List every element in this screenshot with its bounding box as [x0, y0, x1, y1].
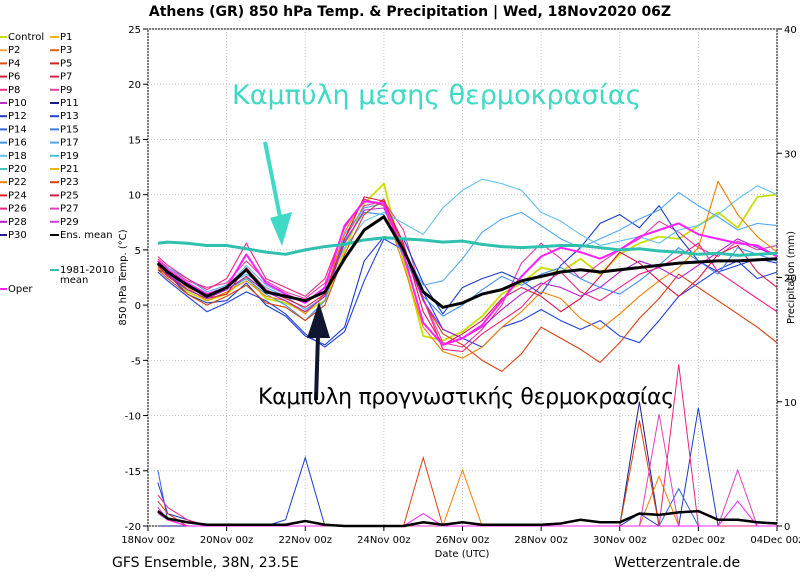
y2-tick-label: 30 [784, 149, 797, 160]
legend-label: P6 [8, 72, 20, 83]
temp-line-ens-mean [156, 215, 778, 309]
legend-label: P3 [60, 45, 72, 56]
temperature-lines [156, 178, 778, 372]
y2-tick-label: 40 [784, 25, 797, 36]
y2-axis: 40 30 20 10 0 [777, 25, 797, 533]
legend-label: P29 [60, 217, 79, 228]
footer-source: GFS Ensemble, 38N, 23.5E [112, 555, 299, 571]
x-tick-label: 30Nov 00z [593, 535, 646, 546]
legend-label: P12 [8, 111, 27, 122]
mean-arrow-head [270, 212, 292, 246]
forecast-curve-annotation: Καμπυλη προγνωστικής θερμοκρασίας [258, 385, 674, 410]
plot-area: 25 20 15 10 5 0 -5 -10 -15 -20 40 30 20 10 0 18Nov 00… [121, 25, 800, 546]
legend-label: 1981-2010 mean [60, 265, 115, 286]
mean-arrow-shaft [263, 141, 283, 223]
grid [147, 28, 778, 527]
temp-line-p9 [157, 200, 778, 348]
forecast-arrow-head [307, 302, 330, 338]
y-axis: 25 20 15 10 5 0 -5 -10 -15 -20 [125, 25, 148, 533]
y-tick-label: 0 [135, 301, 141, 312]
x-axis: 18Nov 00z 20Nov 00z 22Nov 00z 24Nov 00z 26No… [121, 526, 800, 546]
legend-label: P14 [8, 124, 27, 135]
temp-line-p26 [157, 198, 778, 353]
precip-line-ens-mean [157, 509, 778, 528]
legend-label: P10 [8, 98, 27, 109]
temp-line-p18 [157, 178, 778, 304]
legend-label: P4 [8, 58, 20, 69]
temp-line-p16 [157, 211, 778, 322]
legend-label: P17 [60, 138, 79, 149]
footer-credit: Wetterzentrale.de [614, 555, 741, 571]
legend-label: P1 [60, 32, 72, 43]
legend-label: P2 [8, 45, 20, 56]
legend-label: P26 [8, 204, 27, 215]
y2-axis-label: Precipitation (mm) [786, 231, 797, 324]
y-tick-label: -5 [131, 356, 141, 367]
legend: Control P1 P2 P3 P4 P5 P6 P7 P8 P9 P10 P11 P12 P13 P14… [0, 32, 115, 295]
y-tick-label: -20 [125, 522, 141, 533]
temp-line-p22 [157, 180, 778, 359]
legend-label: P24 [8, 190, 27, 201]
legend-label: P27 [60, 204, 79, 215]
legend-label: P15 [60, 124, 79, 135]
y-tick-label: 20 [128, 80, 141, 91]
temp-line-oper [157, 200, 778, 346]
x-tick-label: 20Nov 00z [200, 535, 253, 546]
y2-tick-label: 10 [784, 398, 797, 409]
temp-line-1981-2010-mean [157, 236, 778, 257]
legend-label: P28 [8, 217, 27, 228]
annotation-arrows [263, 141, 330, 401]
y-tick-label: -15 [125, 467, 141, 478]
chart-title: Athens (GR) 850 hPa Temp. & Precipitatio… [149, 4, 671, 20]
x-tick-label: 04Dec 00z [750, 535, 800, 546]
y-axis-label: 850 hPa Temp. (°C) [118, 229, 129, 325]
x-tick-label: 18Nov 00z [121, 535, 174, 546]
temp-line-p23 [157, 198, 778, 372]
x-tick-label: 28Nov 00z [514, 535, 567, 546]
legend-label: P18 [8, 151, 27, 162]
legend-label: P9 [60, 85, 72, 96]
legend-label: P8 [8, 85, 20, 96]
legend-label: P20 [8, 164, 27, 175]
legend-label: P13 [60, 111, 79, 122]
y-tick-label: 5 [135, 246, 141, 257]
legend-label: P21 [60, 164, 79, 175]
forecast-arrow-shaft [314, 334, 320, 401]
x-tick-label: 02Dec 00z [672, 535, 725, 546]
legend-label: P19 [60, 151, 79, 162]
legend-label: P7 [60, 72, 72, 83]
y-tick-label: 25 [128, 25, 141, 36]
legend-label: P11 [60, 98, 79, 109]
y-tick-label: 15 [128, 135, 141, 146]
legend-label: P16 [8, 138, 27, 149]
legend-label: P30 [8, 230, 27, 241]
y-tick-label: 10 [128, 191, 141, 202]
y2-tick-label: 20 [784, 274, 797, 285]
y2-tick-label: 0 [784, 522, 790, 533]
x-tick-label: 26Nov 00z [436, 535, 489, 546]
precip-lines [157, 364, 778, 528]
legend-label: P5 [60, 58, 72, 69]
x-axis-label: Date (UTC) [435, 549, 490, 560]
x-tick-label: 24Nov 00z [357, 535, 410, 546]
legend-label: P22 [8, 177, 27, 188]
legend-label: P25 [60, 190, 79, 201]
legend-label: Control [8, 32, 44, 43]
legend-label: Oper [8, 284, 33, 295]
legend-label: P23 [60, 177, 79, 188]
legend-label: Ens. mean [60, 230, 113, 241]
x-tick-label: 22Nov 00z [279, 535, 332, 546]
mean-curve-annotation: Καμπύλη μέσης θερμοκρασίας [232, 80, 642, 111]
y-tick-label: -10 [125, 412, 141, 423]
